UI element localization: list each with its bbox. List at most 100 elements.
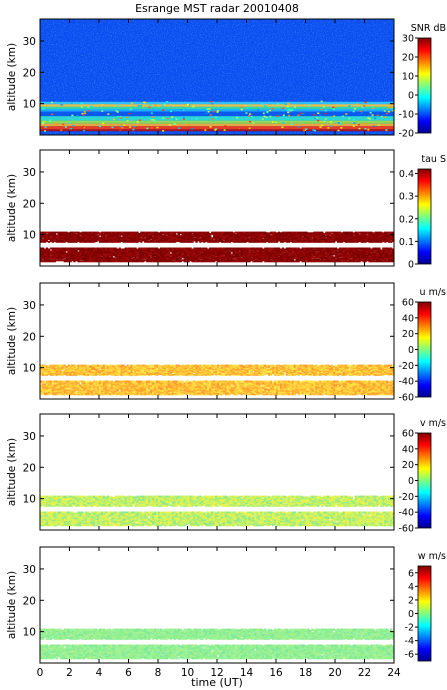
colorbar-snr: 30 20 10 0 -10 -20 SNR dB xyxy=(398,23,446,140)
colorbar-title: w m/s xyxy=(418,551,446,562)
x-tick-label: 20 xyxy=(328,667,341,679)
colorbar-tick-label: 2 xyxy=(408,595,414,606)
snr-band xyxy=(40,120,394,124)
colorbar-tick-label: 60 xyxy=(402,429,414,440)
panel-w-field xyxy=(40,628,395,660)
colorbar-tick-label: 4 xyxy=(408,582,414,593)
x-tick-label: 14 xyxy=(240,667,254,679)
colorbar-tick-label: 0.2 xyxy=(399,214,414,225)
snr-band xyxy=(40,126,394,130)
colorbar-tick-label: -40 xyxy=(398,508,414,519)
colorbar-tick-label: -60 xyxy=(398,393,414,404)
snr-band xyxy=(40,108,394,112)
snr-band xyxy=(40,106,394,109)
colorbar-gradient xyxy=(417,565,432,662)
x-tick-label: 2 xyxy=(66,667,73,679)
colorbar-gradient xyxy=(417,301,432,398)
y-tick-label: 20 xyxy=(23,67,36,79)
y-tick-label: 30 xyxy=(23,36,36,48)
y-axis-label: altitude (km) xyxy=(6,438,18,506)
y-tick-label: 10 xyxy=(23,627,36,639)
snr-band xyxy=(40,116,394,121)
colorbar-v: 60 40 20 0 -20 -40 -60 v m/s xyxy=(398,418,446,535)
snr-band xyxy=(40,104,394,107)
colorbar-title: u m/s xyxy=(420,287,446,298)
panel-tau-field xyxy=(40,231,395,263)
colorbar-tick-label: 0 xyxy=(408,609,414,620)
panel-u: 10 20 30 altitude (km) 60 40 20 0 -20 -40 -60 u m/s xyxy=(6,282,446,404)
y-tick-label: 30 xyxy=(23,300,36,312)
colorbar-tick-label: 0.3 xyxy=(399,192,414,203)
colorbar-tick-label: 10 xyxy=(402,72,414,83)
colorbar-gradient xyxy=(417,432,432,529)
y-axis-label: altitude (km) xyxy=(6,571,18,639)
y-axis-label: altitude (km) xyxy=(6,307,18,375)
y-tick-label: 30 xyxy=(23,564,36,576)
y-tick-label: 10 xyxy=(23,363,36,375)
y-tick-label: 20 xyxy=(23,462,36,474)
colorbar-tick-label: -6 xyxy=(405,650,414,661)
y-tick-label: 20 xyxy=(23,198,36,210)
snr-band xyxy=(40,129,394,132)
colorbar-tick-label: 6 xyxy=(408,568,414,579)
x-tick-label: 6 xyxy=(125,667,132,679)
y-axis-label: altitude (km) xyxy=(6,174,18,242)
colorbar-tick-label: -2 xyxy=(405,623,414,634)
y-tick-label: 30 xyxy=(23,431,36,443)
colorbar-tick-label: -20 xyxy=(398,361,414,372)
colorbar-tick-label: 0 xyxy=(408,345,414,356)
colorbar-tick-label: -10 xyxy=(398,110,414,121)
x-axis-label: time (UT) xyxy=(191,676,243,689)
figure-title: Esrange MST radar 20010408 xyxy=(135,2,299,15)
x-tick-label: 16 xyxy=(269,667,283,679)
colorbar-tick-label: 0 xyxy=(408,260,414,271)
x-tick-label: 22 xyxy=(358,667,371,679)
colorbar-tick-label: 60 xyxy=(402,298,414,309)
colorbar-title: SNR dB xyxy=(411,23,446,34)
colorbar-gradient xyxy=(417,168,432,265)
colorbar-tick-label: -40 xyxy=(398,377,414,388)
colorbar-tick-label: 0 xyxy=(408,91,414,102)
y-tick-label: 10 xyxy=(23,230,36,242)
colorbar-tick-label: 40 xyxy=(402,313,414,324)
panel-v-field xyxy=(40,495,395,527)
colorbar-title: tau S xyxy=(421,154,446,165)
colorbar-tick-label: -4 xyxy=(405,636,414,647)
snr-band xyxy=(40,101,394,105)
colorbar-tick-label: 20 xyxy=(402,329,414,340)
colorbar-tick-label: 0 xyxy=(408,476,414,487)
x-tick-label: 24 xyxy=(387,667,401,679)
x-tick-label: 0 xyxy=(37,667,44,679)
panel-v: 10 20 30 altitude (km) 60 40 20 0 -20 -40 -60 v m/s xyxy=(6,413,446,535)
panel-u-field xyxy=(40,364,395,396)
colorbar-title: v m/s xyxy=(420,418,446,429)
panel-snr-field xyxy=(40,19,396,135)
y-tick-label: 10 xyxy=(23,494,36,506)
colorbar-u: 60 40 20 0 -20 -40 -60 u m/s xyxy=(398,287,446,404)
colorbar-tick-label: 30 xyxy=(402,34,414,45)
panel-tau: 10 20 30 altitude (km) 0.4 0.3 0.2 0.1 0 tau S xyxy=(6,149,446,271)
colorbar-w: 6 4 2 0 -2 -4 -6 w m/s xyxy=(405,551,446,662)
colorbar-tick-label: 0.4 xyxy=(399,169,414,180)
colorbar-tick-label: 20 xyxy=(402,53,414,64)
x-tick-label: 12 xyxy=(210,667,223,679)
snr-band xyxy=(40,111,394,117)
colorbar-tick-label: -20 xyxy=(398,129,414,140)
y-tick-label: 20 xyxy=(23,595,36,607)
colorbar-gradient xyxy=(417,37,432,134)
colorbar-tick-label: -60 xyxy=(398,524,414,535)
y-tick-label: 10 xyxy=(23,99,36,111)
panel-snr: 10 20 30 altitude (km) 30 20 10 0 -10 -20 SNR dB xyxy=(6,18,446,140)
y-tick-label: 20 xyxy=(23,331,36,343)
colorbar-tick-label: -20 xyxy=(398,492,414,503)
x-tick-label: 10 xyxy=(181,667,194,679)
y-axis-label: altitude (km) xyxy=(6,43,18,111)
colorbar-tick-label: 0.1 xyxy=(399,237,414,248)
colorbar-tick-label: 40 xyxy=(402,444,414,455)
x-tick-label: 4 xyxy=(96,667,103,679)
snr-band xyxy=(40,123,394,127)
x-tick-label: 8 xyxy=(155,667,162,679)
x-tick-label: 18 xyxy=(299,667,312,679)
